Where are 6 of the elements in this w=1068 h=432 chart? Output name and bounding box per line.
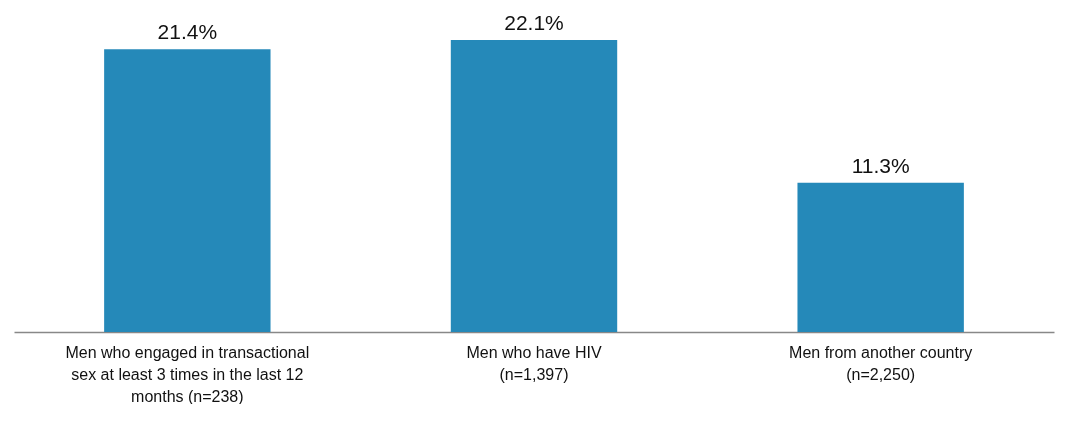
x-tick-label: Men who engaged in transactional sex at least 3 times in the last 12 months (n=238) [65,343,310,405]
data-label: 22.1% [504,10,564,34]
data-label: 11.3% [851,153,910,177]
x-tick-label: Men who have HIV (n=1,397) [466,343,602,383]
x-tick-label: Men from another country (n=2,250) [789,343,973,383]
data-label: 21.4% [157,20,218,44]
